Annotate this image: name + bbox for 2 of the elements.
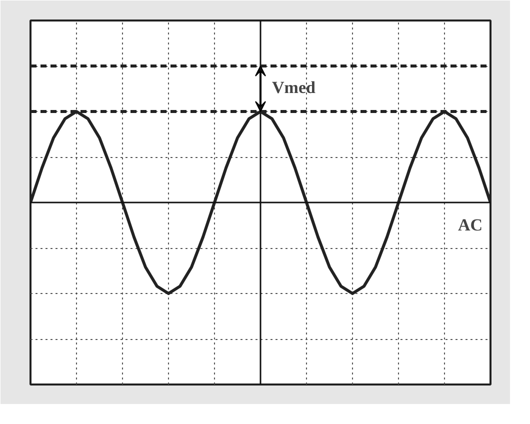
text: Vmed <box>272 78 316 97</box>
annotation: AC <box>458 216 483 234</box>
